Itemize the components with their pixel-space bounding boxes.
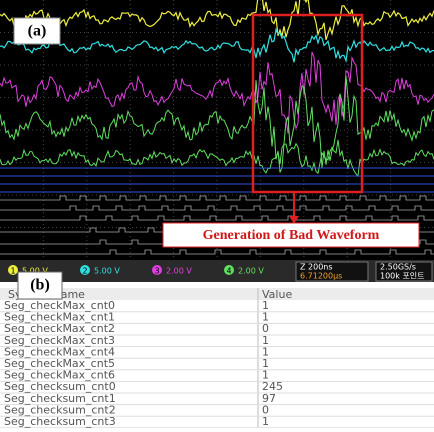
status-bar xyxy=(0,260,434,282)
panel-label: (a) xyxy=(28,23,47,40)
trigger: 6.71200µs xyxy=(300,272,342,281)
panel-label: (b) xyxy=(30,277,50,294)
channel-number: 3 xyxy=(154,267,159,276)
table-cell: 1 xyxy=(262,415,269,428)
channel-scale: 2.00 V xyxy=(166,267,192,276)
channel-number: 2 xyxy=(82,267,87,276)
channel-number: 4 xyxy=(226,267,231,276)
timebase: Z 200ns xyxy=(300,263,333,272)
table-cell: Seg_checksum_cnt3 xyxy=(4,415,116,428)
page: Generation of Bad Waveform (a) 15.00 V25… xyxy=(0,0,434,428)
channel-scale: 2.00 V xyxy=(238,267,264,276)
channel-scale: 5.00 V xyxy=(94,267,120,276)
figure: Generation of Bad Waveform (a) 15.00 V25… xyxy=(0,0,434,428)
annotation: Generation of Bad Waveform xyxy=(203,228,380,243)
sample-rate: 2.50GS/s xyxy=(380,263,416,272)
channel-number: 1 xyxy=(10,267,15,276)
record-length: 100k 포인트 xyxy=(380,271,425,281)
